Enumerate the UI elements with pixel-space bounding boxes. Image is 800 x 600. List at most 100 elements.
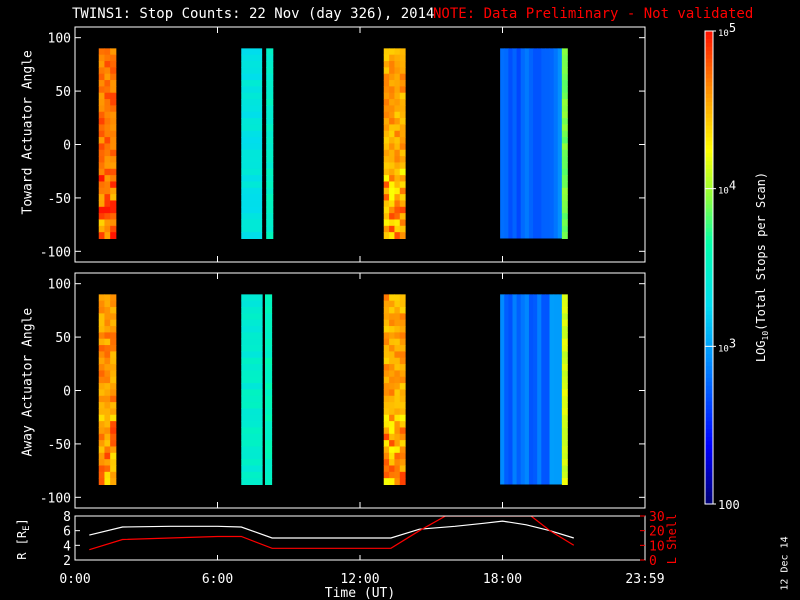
away-cell xyxy=(399,300,406,308)
toward-cell xyxy=(399,105,406,113)
away-cell xyxy=(98,313,105,321)
toward-row xyxy=(561,187,568,195)
away-streak xyxy=(500,294,505,485)
toward-cell xyxy=(399,143,406,151)
toward-row xyxy=(561,200,568,208)
away-row xyxy=(561,364,568,371)
time-xtick-label: 12:00 xyxy=(340,572,379,587)
away-cell xyxy=(383,471,390,479)
colorbar-step xyxy=(705,369,713,375)
toward-cell xyxy=(104,99,111,106)
away-cell xyxy=(110,478,117,485)
toward-row xyxy=(561,181,568,189)
colorbar-step xyxy=(705,279,713,284)
toward-cell xyxy=(104,232,111,239)
chart-title: TWINS1: Stop Counts: 22 Nov (day 326), 2… xyxy=(72,6,435,22)
away-cell xyxy=(389,345,395,352)
away-cell xyxy=(383,452,390,460)
colorbar-step xyxy=(705,98,713,103)
away-row xyxy=(241,357,263,365)
away-cell xyxy=(98,383,105,390)
toward-cell xyxy=(104,86,111,94)
away-cell xyxy=(110,326,117,333)
lshell-ytick-label: 30 xyxy=(649,510,665,525)
toward-row xyxy=(241,206,263,214)
away-cell xyxy=(394,357,401,365)
away-row xyxy=(265,376,273,384)
toward-cell xyxy=(389,118,395,125)
colorbar-step xyxy=(705,460,713,466)
toward-cell xyxy=(383,213,390,220)
toward-row xyxy=(266,111,274,119)
toward-row xyxy=(266,181,274,189)
away-row xyxy=(561,427,568,435)
away-cell xyxy=(399,326,406,333)
away-cell xyxy=(389,370,395,378)
toward-row xyxy=(241,143,263,151)
toward-row xyxy=(241,111,263,119)
away-cell xyxy=(104,357,111,365)
away-cell xyxy=(98,440,105,447)
colorbar-step xyxy=(705,421,713,426)
toward-cell xyxy=(389,200,395,208)
colorbar-step xyxy=(705,397,713,403)
away-cell xyxy=(383,421,390,428)
toward-row xyxy=(241,99,263,106)
away-cell xyxy=(98,459,105,466)
away-cell xyxy=(98,294,105,302)
toward-streak xyxy=(549,48,555,239)
colorbar-step xyxy=(705,212,713,217)
away-cell xyxy=(383,326,390,333)
away-cell xyxy=(394,427,401,435)
toward-cell xyxy=(389,54,395,62)
away-row xyxy=(561,376,568,384)
toward-row xyxy=(241,130,263,138)
toward-row xyxy=(561,111,568,119)
away-cell xyxy=(383,307,390,314)
away-streak xyxy=(553,294,559,485)
away-cell xyxy=(104,338,111,346)
r-ylabel: R [RE] xyxy=(15,518,32,560)
away-cell xyxy=(110,402,117,409)
toward-cell xyxy=(104,175,111,182)
toward-cell xyxy=(110,175,117,182)
toward-ytick-label: 0 xyxy=(63,139,71,154)
toward-row xyxy=(561,175,568,182)
away-cell xyxy=(104,389,111,397)
away-cell xyxy=(399,446,406,454)
away-row xyxy=(561,478,568,485)
toward-cell xyxy=(383,137,390,144)
colorbar-step xyxy=(705,425,713,430)
toward-row xyxy=(241,54,263,62)
toward-cell xyxy=(110,73,117,81)
away-cell xyxy=(394,338,401,346)
away-streak xyxy=(537,294,542,485)
toward-row xyxy=(241,200,263,208)
away-cell xyxy=(98,478,105,485)
colorbar-step xyxy=(705,228,713,233)
away-cell xyxy=(399,402,406,409)
away-row xyxy=(265,395,273,403)
toward-cell xyxy=(399,86,406,94)
away-cell xyxy=(104,307,111,314)
toward-row xyxy=(266,67,274,75)
away-ytick-label: 0 xyxy=(63,385,71,400)
away-cell xyxy=(98,300,105,308)
away-cell xyxy=(399,389,406,397)
toward-cell xyxy=(389,137,395,144)
away-cell xyxy=(98,471,105,479)
toward-cell xyxy=(394,92,401,100)
away-cell xyxy=(399,452,406,460)
toward-cell xyxy=(383,92,390,100)
colorbar-step xyxy=(705,275,713,280)
away-cell xyxy=(104,313,111,321)
away-cell xyxy=(383,446,390,454)
away-cell xyxy=(394,471,401,479)
away-row xyxy=(265,408,273,416)
away-row xyxy=(561,433,568,441)
toward-cell xyxy=(104,73,111,81)
colorbar-step xyxy=(705,283,713,288)
away-row xyxy=(241,389,263,397)
toward-ytick-label: 50 xyxy=(55,85,71,100)
toward-row xyxy=(561,130,568,138)
